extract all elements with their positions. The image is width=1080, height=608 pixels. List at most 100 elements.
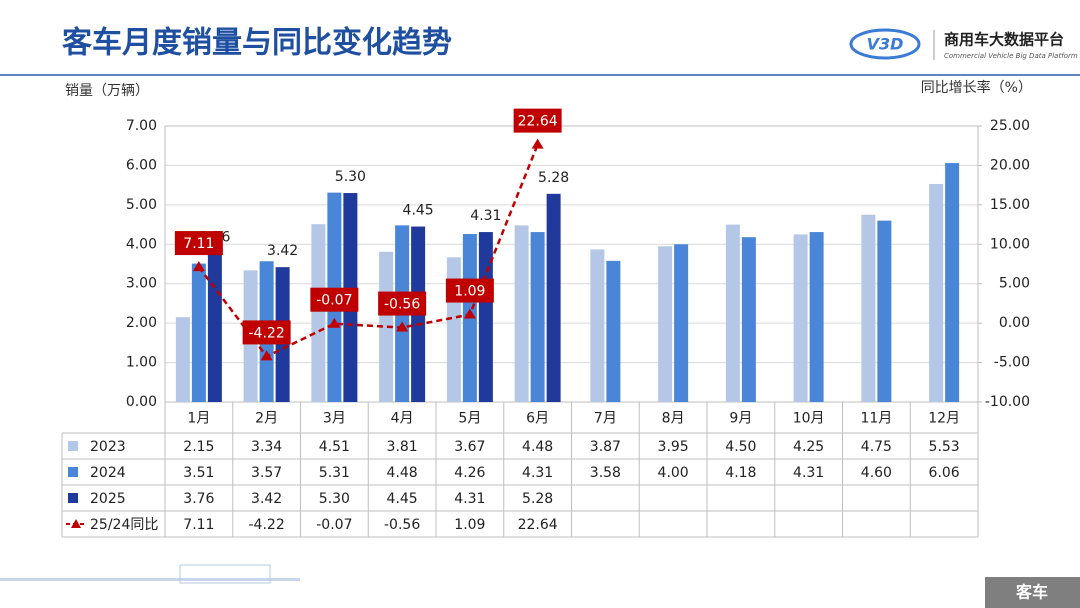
bar: [725, 224, 740, 402]
bar: [741, 237, 756, 402]
y-tick-label: 2.00: [126, 315, 157, 331]
x-tick-label: 12月: [928, 411, 960, 427]
table-cell: 4.51: [319, 439, 350, 455]
line-label-box: [174, 231, 223, 256]
table-cell: 4.60: [861, 465, 892, 481]
bar: [191, 263, 206, 402]
decor-line: [0, 578, 300, 581]
y-tick-label: 5.00: [126, 197, 157, 213]
table-cell: -4.22: [249, 517, 285, 533]
legend-swatch: [68, 493, 78, 503]
table-cell: 3.95: [658, 439, 689, 455]
legend-label: 25/24同比: [90, 517, 158, 533]
table-cell: 3.87: [590, 439, 621, 455]
bar-value-label: 5.28: [538, 170, 569, 186]
legend-label: 2023: [90, 439, 126, 455]
table-cell: 4.45: [387, 491, 418, 507]
logo-mark: [849, 28, 921, 60]
bar-value-label: 5.30: [335, 169, 366, 185]
y2-axis-title: 同比增长率（%）: [921, 79, 1032, 96]
bar: [658, 246, 673, 402]
x-tick-label: 8月: [662, 411, 685, 427]
x-tick-label: 9月: [729, 411, 752, 427]
table-cell: 2.15: [183, 439, 214, 455]
line-marker: [463, 308, 476, 319]
line-marker: [396, 321, 409, 332]
table-cell: 4.31: [454, 491, 485, 507]
legend-label: 2025: [90, 491, 126, 507]
bar: [793, 234, 808, 402]
y-tick-label: 4.00: [126, 236, 157, 252]
bar: [379, 251, 394, 402]
bar: [674, 244, 689, 402]
line-value-label: -0.56: [384, 297, 420, 313]
table-cell: 4.31: [522, 465, 553, 481]
bar: [530, 232, 545, 402]
bar: [929, 183, 944, 402]
logo: V3D 商用车大数据平台 Commercial Vehicle Big Data…: [849, 28, 1078, 60]
y2-tick-label: -5.00: [994, 355, 1030, 371]
line-label-box: [445, 278, 494, 303]
table-cell: 4.48: [522, 439, 553, 455]
table-cell: -0.07: [316, 517, 352, 533]
y-tick-label: 7.00: [126, 118, 157, 134]
y-tick-label: 1.00: [126, 355, 157, 371]
x-tick-label: 11月: [860, 411, 892, 427]
x-tick-label: 1月: [187, 411, 210, 427]
y-tick-label: 0.00: [126, 394, 157, 410]
legend-swatch: [68, 441, 78, 451]
bar: [311, 224, 326, 402]
table-cell: 4.75: [861, 439, 892, 455]
table-cell: -0.56: [384, 517, 420, 533]
footer-tag-bg: [985, 577, 1080, 608]
y2-tick-label: 25.00: [990, 118, 1030, 134]
table-cell: 1.09: [454, 517, 485, 533]
line-label-box: [513, 108, 562, 133]
table-cell: 3.76: [183, 491, 214, 507]
y-axis-title: 销量（万辆）: [65, 83, 149, 99]
table-cell: 4.26: [454, 465, 485, 481]
line-label-box: [310, 287, 359, 312]
table-cell: 6.06: [929, 465, 960, 481]
bar: [861, 214, 876, 402]
table-cell: 4.50: [725, 439, 756, 455]
table-cell: 5.53: [929, 439, 960, 455]
y2-tick-label: 5.00: [999, 276, 1030, 292]
line-value-label: -0.07: [316, 293, 352, 309]
table-cell: 4.18: [725, 465, 756, 481]
legend-marker: [71, 519, 81, 528]
line-label-box: [242, 320, 291, 345]
table-cell: 4.31: [793, 465, 824, 481]
y2-tick-label: 20.00: [990, 157, 1030, 173]
line-marker: [192, 261, 205, 272]
x-tick-label: 3月: [323, 411, 346, 427]
x-tick-label: 5月: [458, 411, 481, 427]
table-cell: 4.00: [658, 465, 689, 481]
table-cell: 4.48: [387, 465, 418, 481]
table-cell: 4.25: [793, 439, 824, 455]
bar-value-label: 4.31: [470, 208, 501, 224]
legend-label: 2024: [90, 465, 126, 481]
chart-title: 客车月度销量与同比变化趋势: [62, 26, 452, 61]
table-cell: 3.57: [251, 465, 282, 481]
bar-value-label: 3.42: [267, 243, 298, 259]
line-value-label: 7.11: [183, 236, 214, 252]
y-tick-label: 6.00: [126, 157, 157, 173]
table-cell: 7.11: [183, 517, 214, 533]
x-tick-label: 7月: [594, 411, 617, 427]
bar: [606, 260, 621, 402]
line-label-box: [378, 291, 427, 316]
table-cell: 5.30: [319, 491, 350, 507]
bar: [546, 193, 561, 402]
table-cell: 5.28: [522, 491, 553, 507]
table-cell: 3.51: [183, 465, 214, 481]
table-cell: 3.81: [387, 439, 418, 455]
footer-tag: 客车: [1016, 583, 1048, 602]
x-tick-label: 4月: [391, 411, 414, 427]
table-cell: 3.58: [590, 465, 621, 481]
decor-truck: [179, 564, 271, 584]
y2-tick-label: 0.00: [999, 315, 1030, 331]
x-tick-label: 2月: [255, 411, 278, 427]
x-tick-label: 6月: [526, 411, 549, 427]
